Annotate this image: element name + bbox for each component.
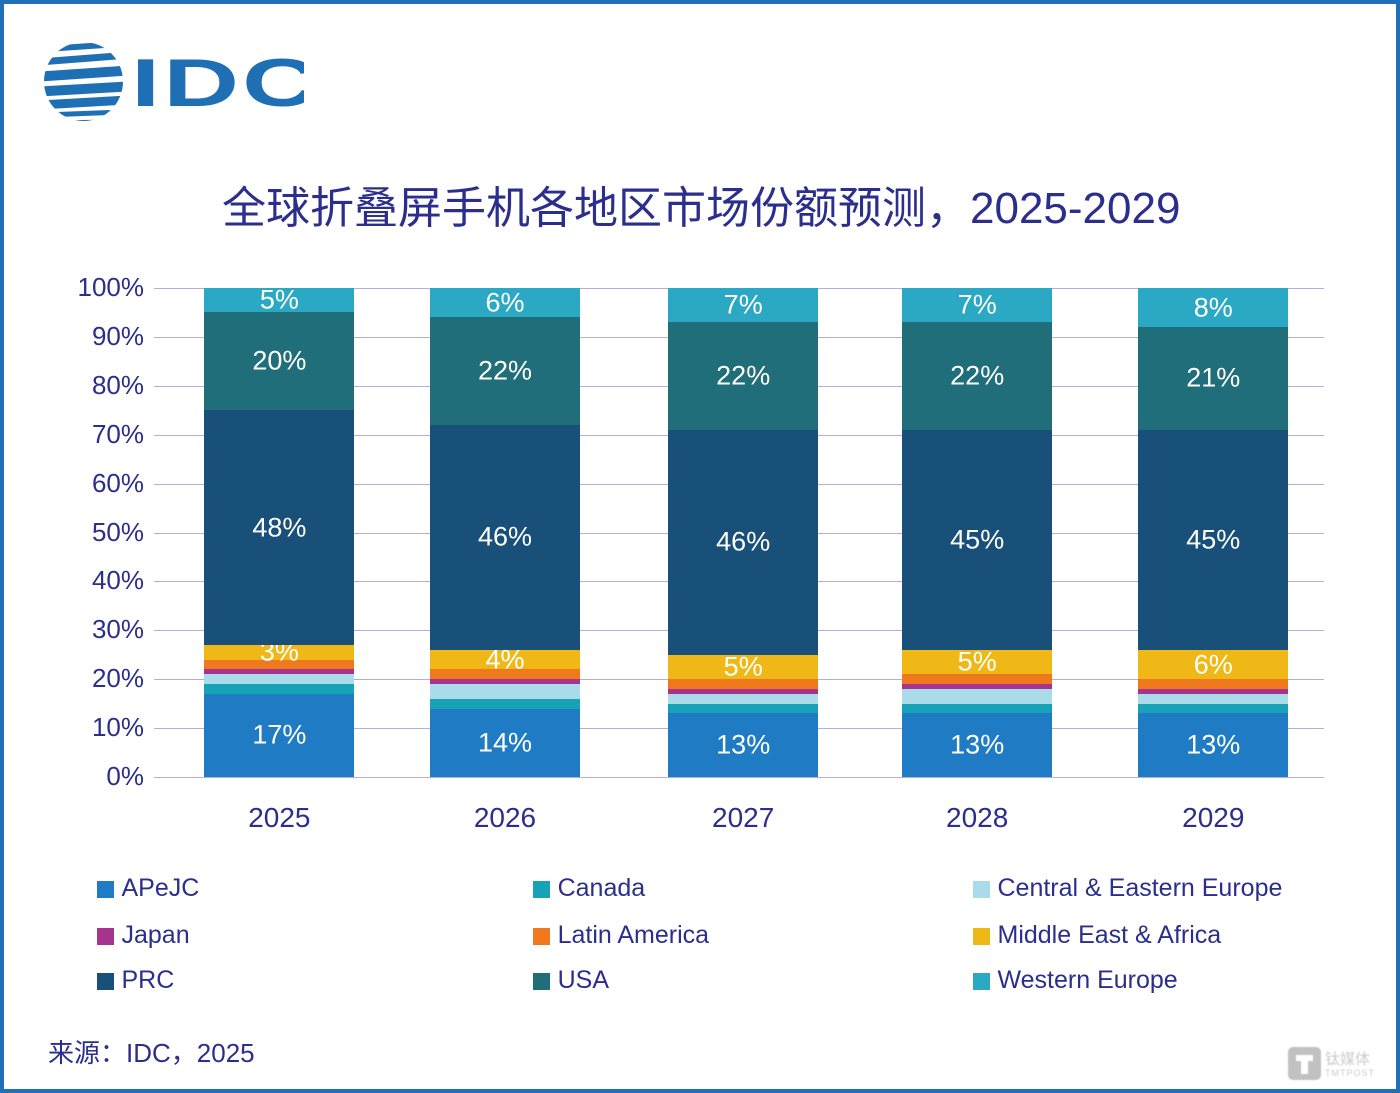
- svg-text:钛媒体: 钛媒体: [1325, 1051, 1370, 1068]
- svg-text:TMTPOST: TMTPOST: [1325, 1068, 1375, 1078]
- svg-text:IDC: IDC: [131, 45, 304, 121]
